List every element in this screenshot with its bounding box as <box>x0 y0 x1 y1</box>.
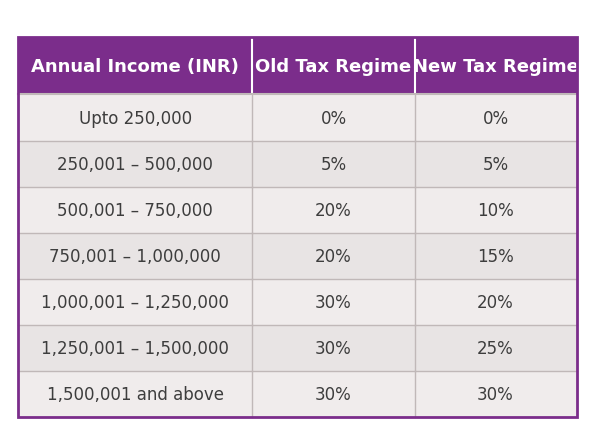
Bar <box>253 233 415 279</box>
Bar <box>253 279 415 325</box>
Bar <box>18 371 253 417</box>
Text: 1,500,001 and above: 1,500,001 and above <box>47 385 224 403</box>
Text: 0%: 0% <box>320 109 347 127</box>
Bar <box>253 371 415 417</box>
Text: 30%: 30% <box>315 293 352 311</box>
Bar <box>253 141 415 187</box>
Text: 20%: 20% <box>315 201 352 219</box>
Bar <box>18 141 253 187</box>
Text: 1,250,001 – 1,500,000: 1,250,001 – 1,500,000 <box>41 339 229 357</box>
Text: 20%: 20% <box>315 247 352 265</box>
Bar <box>415 39 577 95</box>
Text: 20%: 20% <box>477 293 514 311</box>
Bar <box>415 325 577 371</box>
Text: 500,001 – 750,000: 500,001 – 750,000 <box>57 201 213 219</box>
Bar <box>18 95 253 141</box>
Bar <box>18 187 253 233</box>
Text: 0%: 0% <box>482 109 509 127</box>
Text: 30%: 30% <box>315 385 352 403</box>
Text: 30%: 30% <box>315 339 352 357</box>
Text: Annual Income (INR): Annual Income (INR) <box>31 58 239 76</box>
Bar <box>415 371 577 417</box>
Bar <box>415 141 577 187</box>
Text: 250,001 – 500,000: 250,001 – 500,000 <box>57 155 213 173</box>
Bar <box>415 279 577 325</box>
Text: 10%: 10% <box>477 201 514 219</box>
Bar <box>253 187 415 233</box>
Bar <box>253 95 415 141</box>
Bar <box>253 325 415 371</box>
Text: New Tax Regime: New Tax Regime <box>413 58 578 76</box>
Bar <box>18 325 253 371</box>
Text: Upto 250,000: Upto 250,000 <box>79 109 192 127</box>
Text: 1,000,001 – 1,250,000: 1,000,001 – 1,250,000 <box>41 293 229 311</box>
Bar <box>18 279 253 325</box>
Text: 25%: 25% <box>477 339 514 357</box>
Bar <box>18 39 253 95</box>
Bar <box>253 39 415 95</box>
Bar <box>415 187 577 233</box>
Bar <box>18 38 577 417</box>
Bar <box>415 233 577 279</box>
Text: 5%: 5% <box>482 155 509 173</box>
Text: 5%: 5% <box>320 155 347 173</box>
Text: 30%: 30% <box>477 385 514 403</box>
Text: Old Tax Regime: Old Tax Regime <box>256 58 412 76</box>
Bar <box>18 233 253 279</box>
Bar <box>415 95 577 141</box>
Text: 15%: 15% <box>477 247 514 265</box>
Text: 750,001 – 1,000,000: 750,001 – 1,000,000 <box>49 247 221 265</box>
